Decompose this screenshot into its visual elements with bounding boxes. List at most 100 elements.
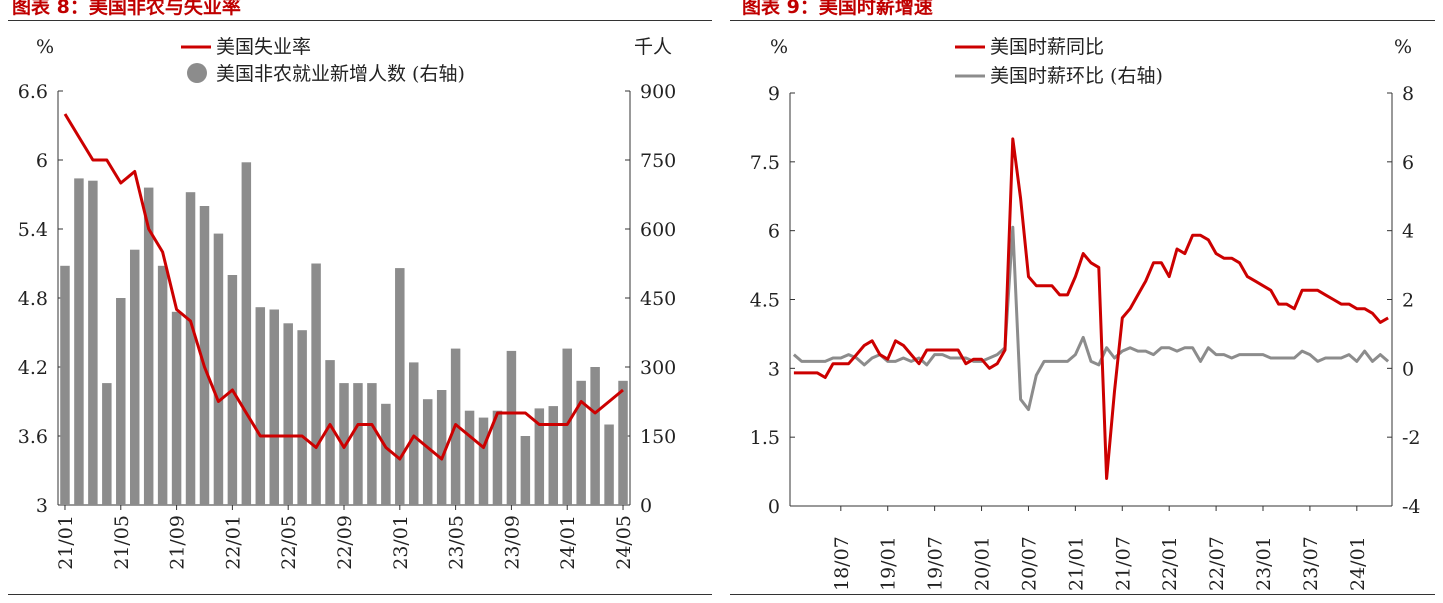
chart1-x-tick-label: 24/01 <box>557 515 579 570</box>
chart1-payroll-bar <box>74 178 84 505</box>
chart1-payroll-bar <box>520 436 531 505</box>
chart2-right-unit: % <box>1394 36 1412 58</box>
chart2-x-tick-label: 21/01 <box>1065 536 1087 591</box>
chart1-right-tick-label: 0 <box>640 495 652 517</box>
chart1-payroll-bar <box>353 383 363 505</box>
chart2-legend-mom: 美国时薪环比 (右轴) <box>990 65 1163 87</box>
left-bottom-rule <box>8 594 712 595</box>
chart1-payroll-bar <box>409 362 419 505</box>
chart1-payroll-bar <box>116 298 126 505</box>
chart1-left-tick-label: 3.6 <box>18 426 48 448</box>
chart2-left-tick-label: 4.5 <box>750 290 780 312</box>
chart1-payroll-bar <box>506 350 517 505</box>
chart1-payroll-bar <box>395 268 405 505</box>
chart1-payroll-bar <box>325 360 335 505</box>
chart1-payroll-bar <box>492 410 503 505</box>
chart1-left-tick-label: 3 <box>36 495 48 517</box>
chart2-yoy-line <box>793 137 1389 480</box>
chart2-x-tick-label: 18/07 <box>831 536 853 591</box>
chart1-payroll-bar <box>297 330 307 505</box>
chart1-right-tick-label: 150 <box>640 426 676 448</box>
chart1-left-tick-label: 4.2 <box>18 357 48 379</box>
chart1-payroll-bar <box>199 206 210 505</box>
chart2-left-tick-label: 0 <box>768 496 780 518</box>
left-top-rule <box>8 20 712 21</box>
chart1-payroll-bar <box>534 408 545 505</box>
chart1-payroll-bar <box>590 367 600 505</box>
chart1-unemployment-line <box>63 113 624 461</box>
chart2-left-tick-label: 7.5 <box>750 152 780 174</box>
chart2-right-tick-label: 2 <box>1402 290 1414 312</box>
chart2-legend-yoy: 美国时薪同比 <box>990 36 1104 58</box>
chart1-legend-unemployment: 美国失业率 <box>216 36 311 58</box>
chart1-x-tick-label: 22/05 <box>278 515 300 570</box>
chart1-x-tick-label: 24/05 <box>613 515 635 570</box>
chart1-x-tick-label: 23/01 <box>390 515 412 570</box>
chart1-x-tick-label: 22/09 <box>334 515 356 570</box>
chart1-right-unit: 千人 <box>634 36 672 58</box>
chart1-payroll-bar <box>143 187 154 505</box>
right-bottom-rule <box>730 594 1435 595</box>
chart1-payroll-bar <box>576 380 586 505</box>
chart2-x-tick-label: 19/07 <box>925 536 947 591</box>
chart2-right-tick-label: -2 <box>1402 427 1421 449</box>
chart1-payroll-bar <box>185 192 196 505</box>
chart1-payroll-bar <box>269 309 279 505</box>
chart1-left-unit: % <box>36 36 54 58</box>
chart1-right-tick-label: 300 <box>640 357 676 379</box>
chart1-legend-bar-swatch <box>187 63 207 83</box>
chart2-x-tick-label: 23/01 <box>1253 536 1275 591</box>
chart2-x-tick-label: 24/01 <box>1347 536 1369 591</box>
chart1-payroll-bar <box>604 424 614 505</box>
chart1-payroll-bar <box>157 265 168 505</box>
chart1-payroll-bar <box>478 417 489 505</box>
chart2-x-tick-label: 22/01 <box>1159 536 1181 591</box>
chart1-right-tick-label: 900 <box>640 81 676 103</box>
chart1-left-tick-label: 5.4 <box>18 219 48 241</box>
chart1-legend-payrolls: 美国非农就业新增人数 (右轴) <box>216 63 465 85</box>
chart2-x-tick-label: 23/07 <box>1300 536 1322 591</box>
chart2-left-tick-label: 6 <box>768 221 780 243</box>
chart2-right-tick-label: 4 <box>1402 221 1414 243</box>
chart2-right-tick-label: 0 <box>1402 358 1414 380</box>
chart1-right-tick-label: 750 <box>640 150 676 172</box>
chart1-x-tick-label: 23/09 <box>501 515 523 570</box>
chart1-payroll-bar <box>88 180 98 505</box>
chart2-x-tick-label: 22/07 <box>1206 536 1228 591</box>
chart1-payroll-bar <box>311 263 321 505</box>
right-top-rule <box>730 20 1435 21</box>
chart2-right-tick-label: 6 <box>1402 152 1414 174</box>
chart1-left-tick-label: 4.8 <box>18 288 48 310</box>
chart1-left-tick-label: 6 <box>36 150 48 172</box>
chart1-payroll-bar <box>548 406 559 505</box>
chart1-right-tick-label: 450 <box>640 288 676 310</box>
chart2-left-tick-label: 9 <box>768 83 780 105</box>
chart1-x-tick-label: 21/05 <box>111 515 133 570</box>
chart1-payroll-bar <box>283 323 293 505</box>
chart1-payroll-bar <box>171 311 182 505</box>
chart1-payroll-bar <box>381 403 391 505</box>
chart2-left-unit: % <box>770 36 788 58</box>
chart1-payroll-bar <box>367 383 377 505</box>
chart2-right-tick-label: -4 <box>1402 496 1421 518</box>
chart1-x-tick-label: 23/05 <box>446 515 468 570</box>
chart1-payroll-bar <box>339 383 349 505</box>
chart1-payroll-bar <box>436 390 447 505</box>
chart2-x-tick-label: 19/01 <box>878 536 900 591</box>
chart1-x-tick-label: 22/01 <box>222 515 244 570</box>
chart2-left-tick-label: 1.5 <box>750 427 780 449</box>
chart1-payroll-bar <box>562 348 572 505</box>
chart1-payroll-bar <box>241 162 252 506</box>
chart1-payroll-bar <box>129 249 140 505</box>
chart1-payroll-bar <box>102 383 112 505</box>
chart2-x-tick-label: 20/07 <box>1018 536 1040 591</box>
chart2-left-tick-label: 3 <box>768 358 780 380</box>
chart2-mom-line <box>792 225 1390 412</box>
chart1-x-tick-label: 21/09 <box>167 515 189 570</box>
chart1-x-tick-label: 21/01 <box>55 515 77 570</box>
chart1-payroll-bar <box>422 399 433 505</box>
chart1-left-tick-label: 6.6 <box>18 81 48 103</box>
chart1-payroll-bar <box>618 380 628 505</box>
chart1-right-tick-label: 600 <box>640 219 676 241</box>
chart2-x-tick-label: 21/07 <box>1112 536 1134 591</box>
